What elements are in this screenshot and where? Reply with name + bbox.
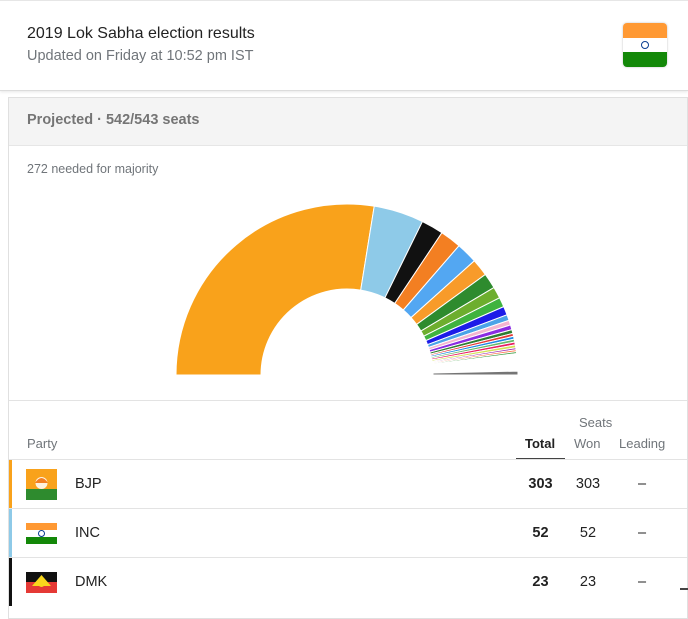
- total-seats: 52: [532, 525, 549, 541]
- leading-seats: –: [637, 574, 647, 590]
- party-color-bar: [9, 558, 12, 606]
- projected-bar: Projected · 542/543 seats: [9, 98, 687, 146]
- results-header: 2019 Lok Sabha election results Updated …: [0, 0, 688, 91]
- won-header[interactable]: Won: [574, 436, 601, 451]
- seats-header: Seats: [579, 415, 613, 430]
- party-header[interactable]: Party: [27, 436, 58, 451]
- bjp-logo-icon: [26, 469, 57, 500]
- page-title: 2019 Lok Sabha election results: [27, 25, 255, 42]
- party-name: BJP: [75, 476, 102, 492]
- won-seats: 23: [579, 574, 597, 590]
- inc-logo-icon: [26, 518, 57, 549]
- table-row[interactable]: BJP 303 303 –: [9, 459, 687, 508]
- total-seats: 23: [532, 574, 549, 590]
- section-divider: [9, 400, 687, 401]
- majority-note: 272 needed for majority: [27, 162, 159, 176]
- seat-slice-40[interactable]: [432, 370, 519, 376]
- leading-header[interactable]: Leading: [619, 436, 666, 451]
- dmk-logo-icon: [26, 567, 57, 598]
- party-color-bar: [9, 509, 12, 557]
- won-seats: 52: [579, 525, 597, 541]
- seat-slice-0[interactable]: [175, 203, 375, 376]
- won-seats: 303: [575, 476, 601, 492]
- total-seats: 303: [528, 476, 553, 492]
- india-flag-icon: [623, 23, 667, 67]
- party-name: DMK: [75, 574, 108, 590]
- seat-chart: [175, 203, 519, 376]
- leading-seats: –: [637, 476, 647, 492]
- scroll-indicator[interactable]: [680, 588, 688, 590]
- results-card: Projected · 542/543 seats 272 needed for…: [8, 97, 688, 619]
- table-row[interactable]: DMK 23 23 –: [9, 557, 687, 606]
- table-row[interactable]: INC 52 52 –: [9, 508, 687, 557]
- party-name: INC: [75, 525, 100, 541]
- total-header[interactable]: Total: [525, 436, 556, 451]
- leading-seats: –: [637, 525, 647, 541]
- updated-timestamp: Updated on Friday at 10:52 pm IST: [27, 48, 254, 64]
- projected-seats: Projected · 542/543 seats: [27, 112, 200, 128]
- party-color-bar: [9, 460, 12, 508]
